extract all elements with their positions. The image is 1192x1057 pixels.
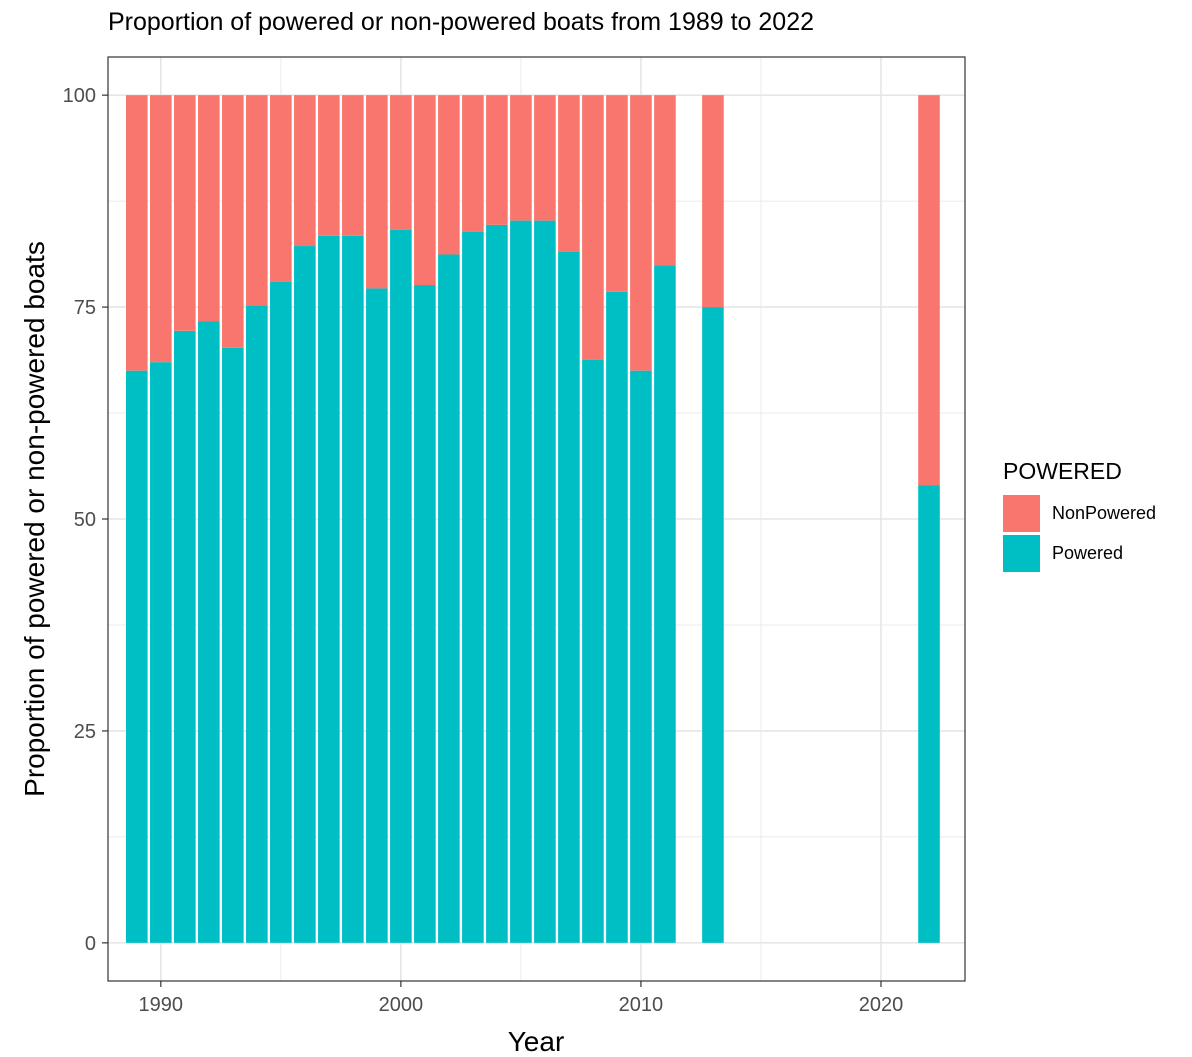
bar-nonpowered [390, 95, 412, 230]
bar-powered [342, 235, 364, 943]
legend-item-powered: Powered [1003, 533, 1156, 573]
legend: POWERED NonPowered Powered [1003, 458, 1156, 573]
bar-powered [174, 330, 196, 943]
x-axis-title: Year [508, 1026, 565, 1057]
chart-title: Proportion of powered or non-powered boa… [108, 8, 815, 36]
bar-nonpowered [246, 95, 268, 306]
bar-nonpowered [126, 95, 148, 371]
bars [126, 95, 940, 943]
bar-nonpowered [510, 95, 532, 221]
bar-powered [198, 321, 220, 943]
y-tick-label: 25 [74, 721, 96, 743]
bar-powered [270, 281, 292, 943]
bar-nonpowered [414, 95, 436, 286]
bar-nonpowered [270, 95, 292, 282]
bar-powered [390, 229, 412, 943]
x-tick-label: 2000 [379, 994, 424, 1016]
y-tick-label: 0 [85, 933, 96, 955]
legend-swatch-powered [1003, 534, 1040, 572]
bar-nonpowered [150, 95, 172, 363]
legend-item-nonpowered: NonPowered [1003, 493, 1156, 533]
bar-powered [486, 224, 508, 943]
legend-swatch-nonpowered [1003, 494, 1040, 532]
y-tick-label: 75 [74, 297, 96, 319]
y-tick-label: 100 [63, 85, 96, 107]
axes: 0 25 50 75 100 1990 2000 2010 2020 [63, 85, 904, 1016]
bar-powered [246, 305, 268, 943]
bar-nonpowered [342, 95, 364, 236]
bar-nonpowered [366, 95, 388, 289]
bar-nonpowered [582, 95, 604, 360]
bar-powered [438, 254, 460, 943]
bar-powered [510, 220, 532, 943]
bar-powered [318, 235, 340, 943]
bar-nonpowered [534, 95, 556, 221]
bar-powered [558, 251, 580, 943]
x-tick-label: 1990 [139, 994, 184, 1016]
y-axis-title: Proportion of powered or non-powered boa… [19, 241, 50, 797]
y-tick-label: 50 [74, 509, 96, 531]
bar-powered [294, 246, 316, 943]
bar-powered [582, 359, 604, 943]
bar-nonpowered [318, 95, 340, 236]
bar-powered [630, 370, 652, 943]
bar-nonpowered [462, 95, 484, 232]
bar-nonpowered [486, 95, 508, 225]
bar-nonpowered [630, 95, 652, 371]
bar-nonpowered [702, 95, 724, 308]
bar-nonpowered [918, 95, 940, 486]
bar-powered [654, 265, 676, 943]
bar-nonpowered [558, 95, 580, 252]
legend-label-nonpowered: NonPowered [1052, 502, 1157, 523]
bar-powered [462, 231, 484, 943]
bar-powered [150, 362, 172, 943]
bar-nonpowered [606, 95, 628, 292]
bar-nonpowered [222, 95, 244, 348]
bar-powered [606, 291, 628, 943]
legend-title: POWERED [1003, 458, 1122, 484]
bar-powered [918, 485, 940, 943]
bar-powered [702, 307, 724, 943]
bar-nonpowered [438, 95, 460, 255]
bar-nonpowered [654, 95, 676, 266]
bar-powered [366, 288, 388, 943]
bar-powered [414, 285, 436, 943]
x-tick-label: 2020 [859, 994, 904, 1016]
x-tick-label: 2010 [619, 994, 664, 1016]
bar-powered [126, 370, 148, 943]
bar-nonpowered [198, 95, 220, 322]
bar-nonpowered [174, 95, 196, 331]
bar-powered [222, 347, 244, 943]
bar-nonpowered [294, 95, 316, 247]
legend-label-powered: Powered [1052, 542, 1124, 563]
bar-powered [534, 220, 556, 943]
